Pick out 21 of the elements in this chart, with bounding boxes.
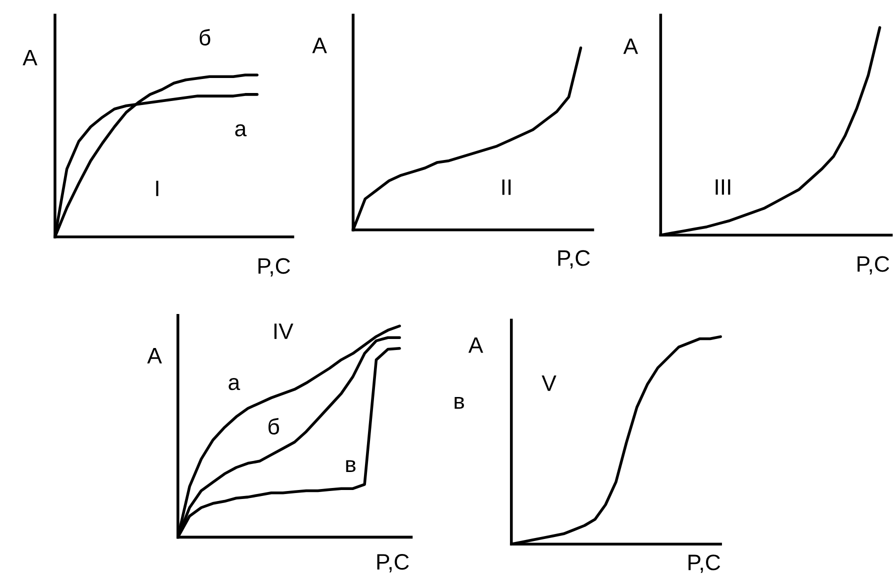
annotation: II [502,180,511,195]
series-label: а [235,124,247,136]
series-label: в [346,460,356,472]
annotation: I [156,180,158,196]
y-axis-title: A [468,337,484,353]
y-axis-title: A [147,348,162,364]
series-label: б [200,28,210,46]
annotation: IV [274,324,294,339]
x-axis-title: P,C [558,250,590,269]
y-axis-title: A [22,50,38,66]
annotation: V [542,376,556,391]
x-axis-title: P,C [688,554,720,573]
x-axis-title: P,C [377,554,409,572]
x-axis-title: P,C [858,256,890,275]
text: в [454,397,464,409]
annotation: III [716,179,730,195]
y-axis-title: A [623,38,638,54]
series-label: а [228,378,240,390]
series-label: б [268,418,280,434]
y-axis-title: A [312,38,327,54]
x-axis-title: P,C [258,258,290,277]
